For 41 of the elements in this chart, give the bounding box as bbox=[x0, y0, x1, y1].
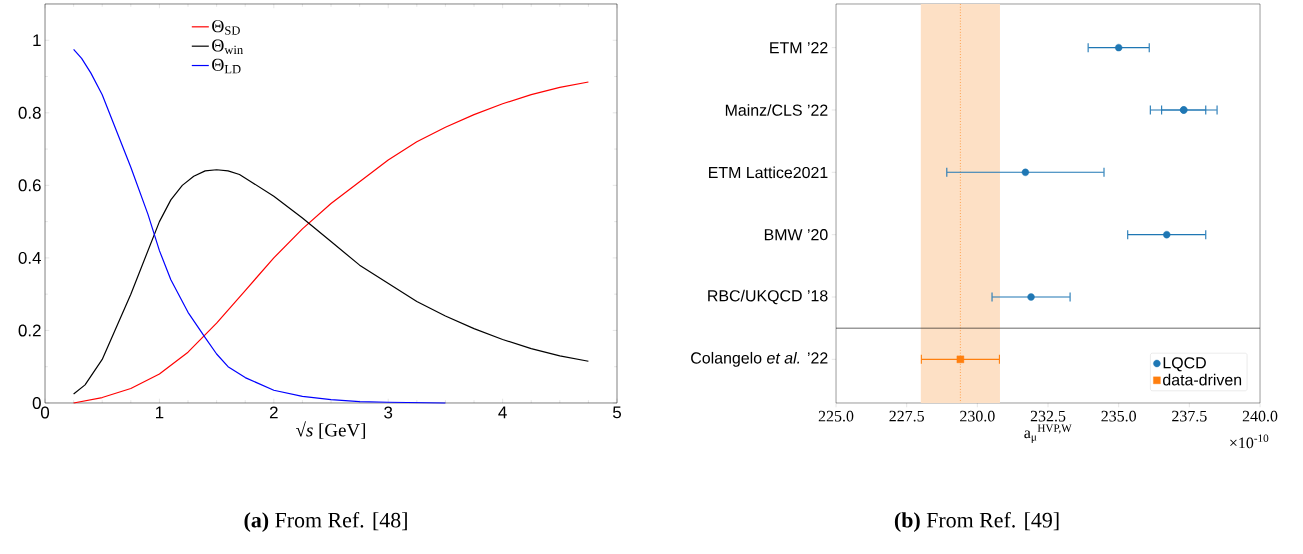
x-tick-label: 5 bbox=[612, 406, 622, 419]
y-tick-label: 1 bbox=[33, 34, 41, 47]
text: (a) From Ref. [48] bbox=[244, 511, 407, 533]
x-tick-label: 3 bbox=[384, 406, 393, 419]
text: ×10$^{-10}$ bbox=[1230, 434, 1269, 449]
legend-label: Θ$_{SD}$ bbox=[212, 20, 240, 35]
point bbox=[956, 355, 965, 364]
y-tick-label: Colangelo et al. ’22 bbox=[691, 351, 828, 367]
y-tick-label: RBC/UKQCD ’18 bbox=[708, 289, 828, 305]
point bbox=[1027, 293, 1035, 301]
x-tick-label: 225.0 bbox=[818, 410, 854, 422]
y-tick-label: 0.8 bbox=[18, 106, 41, 119]
y-tick-label: ETM Lattice2021 bbox=[709, 166, 828, 179]
legend-label: Θ$_{LD}$ bbox=[212, 58, 241, 74]
line-series bbox=[73, 81, 590, 404]
x-tick-label: 2 bbox=[269, 406, 278, 419]
legend-label: data-driven bbox=[1163, 373, 1242, 386]
x-tick-label: 4 bbox=[498, 406, 507, 419]
y-tick-label: 0.4 bbox=[18, 251, 41, 264]
text: (b) From Ref. [49] bbox=[894, 511, 1059, 533]
x-tick-label: 240.0 bbox=[1242, 410, 1278, 422]
x-tick-label: 230.0 bbox=[960, 410, 995, 422]
legend-label: LQCD bbox=[1163, 357, 1206, 372]
point bbox=[1115, 43, 1123, 52]
x-tick-label: 1 bbox=[156, 406, 164, 419]
x-tick-label: 227.5 bbox=[889, 410, 924, 422]
x-tick-label: 232.5 bbox=[1030, 410, 1066, 422]
x-tick-label: 0 bbox=[40, 406, 50, 419]
y-tick-label: BMW ’20 bbox=[764, 229, 828, 241]
x-axis-title: a$_{μ}$HVP,W bbox=[1024, 424, 1072, 443]
point bbox=[1163, 230, 1171, 239]
y-tick-label: 0 bbox=[32, 396, 41, 409]
point bbox=[1021, 168, 1030, 177]
x-tick-label: 235.0 bbox=[1101, 410, 1137, 422]
legend-label: Θ$_{win}$ bbox=[212, 39, 243, 55]
y-tick-label: Mainz/CLS ’22 bbox=[725, 104, 828, 116]
x-axis-title: √s [GeV] bbox=[296, 421, 366, 439]
y-tick-label: ETM ’22 bbox=[770, 42, 828, 54]
y-tick-label: 0.6 bbox=[18, 179, 41, 192]
x-tick-label: 237.5 bbox=[1172, 410, 1207, 422]
y-tick-label: 0.2 bbox=[18, 324, 41, 337]
